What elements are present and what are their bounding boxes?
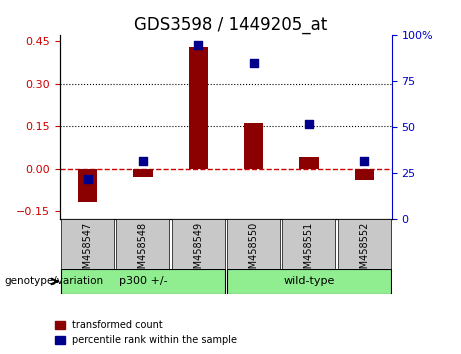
Text: GSM458550: GSM458550 [248, 222, 259, 281]
Text: genotype/variation: genotype/variation [5, 276, 104, 286]
Point [195, 42, 202, 47]
Bar [133, 169, 153, 177]
Point [84, 176, 91, 182]
Point [139, 158, 147, 164]
FancyBboxPatch shape [171, 219, 225, 269]
Text: GSM458548: GSM458548 [138, 222, 148, 281]
Text: GSM458547: GSM458547 [83, 222, 93, 281]
FancyBboxPatch shape [227, 269, 391, 294]
FancyBboxPatch shape [61, 219, 114, 269]
Text: GSM458551: GSM458551 [304, 222, 314, 281]
Bar [189, 47, 208, 169]
Text: GDS3598 / 1449205_at: GDS3598 / 1449205_at [134, 16, 327, 34]
Bar [78, 169, 97, 202]
Text: p300 +/-: p300 +/- [118, 276, 167, 286]
Point [305, 121, 313, 127]
Text: wild-type: wild-type [283, 276, 335, 286]
FancyBboxPatch shape [116, 219, 170, 269]
Point [361, 158, 368, 164]
Legend: transformed count, percentile rank within the sample: transformed count, percentile rank withi… [51, 316, 241, 349]
Text: GSM458552: GSM458552 [359, 222, 369, 281]
Bar [355, 169, 374, 180]
Bar [299, 157, 319, 169]
Text: GSM458549: GSM458549 [193, 222, 203, 281]
FancyBboxPatch shape [282, 219, 336, 269]
FancyBboxPatch shape [227, 219, 280, 269]
FancyBboxPatch shape [61, 269, 225, 294]
Bar [244, 123, 263, 169]
Point [250, 60, 257, 66]
FancyBboxPatch shape [337, 219, 391, 269]
